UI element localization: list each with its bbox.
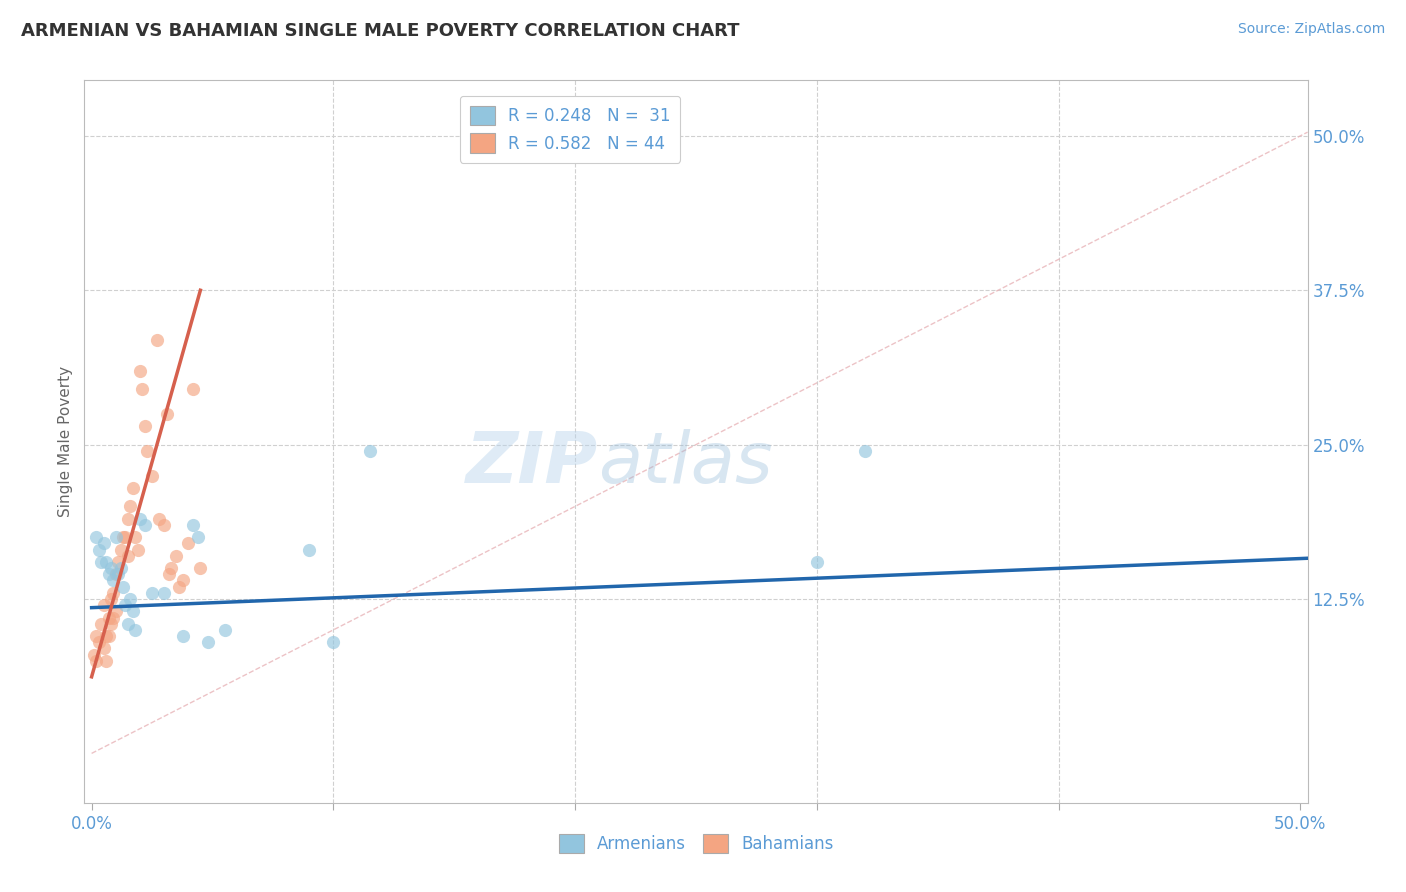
Point xyxy=(117,616,139,631)
Point xyxy=(131,382,153,396)
Point xyxy=(94,555,117,569)
Point xyxy=(124,623,146,637)
Point xyxy=(103,610,125,624)
Point xyxy=(90,555,112,569)
Point xyxy=(172,629,194,643)
Text: ZIP: ZIP xyxy=(465,429,598,498)
Point xyxy=(100,592,122,607)
Point xyxy=(181,517,204,532)
Point xyxy=(86,629,108,643)
Point xyxy=(141,468,163,483)
Point xyxy=(86,654,108,668)
Point xyxy=(197,635,219,649)
Point xyxy=(806,555,828,569)
Point xyxy=(121,481,143,495)
Legend: Armenians, Bahamians: Armenians, Bahamians xyxy=(553,827,839,860)
Point xyxy=(148,512,170,526)
Point xyxy=(165,549,187,563)
Point xyxy=(100,561,122,575)
Point xyxy=(93,641,115,656)
Point xyxy=(87,635,110,649)
Point xyxy=(124,530,146,544)
Point xyxy=(120,500,142,514)
Point xyxy=(146,333,169,347)
Point xyxy=(172,574,194,588)
Point xyxy=(853,443,876,458)
Point xyxy=(214,623,236,637)
Point xyxy=(153,586,176,600)
Point xyxy=(104,530,127,544)
Point xyxy=(90,616,112,631)
Point xyxy=(155,407,177,421)
Text: Source: ZipAtlas.com: Source: ZipAtlas.com xyxy=(1237,22,1385,37)
Point xyxy=(97,610,120,624)
Point xyxy=(93,598,115,612)
Point xyxy=(120,592,142,607)
Y-axis label: Single Male Poverty: Single Male Poverty xyxy=(58,366,73,517)
Point xyxy=(107,555,129,569)
Point xyxy=(121,604,143,618)
Point xyxy=(104,567,127,582)
Point xyxy=(117,549,139,563)
Point xyxy=(134,517,156,532)
Point xyxy=(110,561,132,575)
Point xyxy=(103,586,125,600)
Point xyxy=(141,586,163,600)
Point xyxy=(103,574,125,588)
Point xyxy=(112,530,135,544)
Point xyxy=(190,561,212,575)
Point xyxy=(114,598,136,612)
Point xyxy=(94,629,117,643)
Point xyxy=(83,648,105,662)
Point xyxy=(112,580,135,594)
Point xyxy=(298,542,321,557)
Point xyxy=(177,536,200,550)
Point xyxy=(322,635,344,649)
Point xyxy=(129,512,152,526)
Point xyxy=(117,512,139,526)
Point xyxy=(114,530,136,544)
Point xyxy=(110,542,132,557)
Point xyxy=(160,561,183,575)
Point xyxy=(94,654,117,668)
Point xyxy=(97,567,120,582)
Point xyxy=(93,536,115,550)
Point xyxy=(359,443,381,458)
Point xyxy=(127,542,149,557)
Point xyxy=(87,542,110,557)
Text: atlas: atlas xyxy=(598,429,773,498)
Text: ARMENIAN VS BAHAMIAN SINGLE MALE POVERTY CORRELATION CHART: ARMENIAN VS BAHAMIAN SINGLE MALE POVERTY… xyxy=(21,22,740,40)
Point xyxy=(107,567,129,582)
Point xyxy=(129,363,152,377)
Point xyxy=(153,517,176,532)
Point xyxy=(86,530,108,544)
Point xyxy=(100,616,122,631)
Point xyxy=(187,530,209,544)
Point xyxy=(134,419,156,434)
Point xyxy=(157,567,180,582)
Point xyxy=(136,443,159,458)
Point xyxy=(97,629,120,643)
Point xyxy=(181,382,204,396)
Point xyxy=(167,580,190,594)
Point xyxy=(104,604,127,618)
